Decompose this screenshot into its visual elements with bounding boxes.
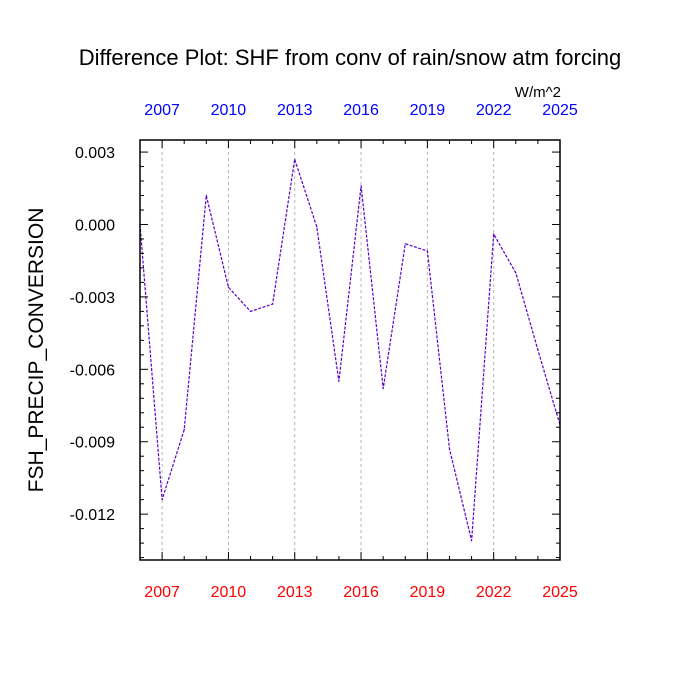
- y-tick-label: -0.003: [70, 290, 115, 307]
- x-tick-label-bottom: 2013: [277, 584, 313, 601]
- x-tick-label-bottom: 2019: [410, 584, 446, 601]
- data-point: [537, 349, 539, 351]
- data-point: [382, 388, 384, 390]
- data-point: [161, 499, 163, 501]
- data-point: [448, 448, 451, 450]
- y-tick-label: -0.006: [70, 362, 115, 379]
- x-tick-label-top: 2007: [144, 102, 180, 119]
- units-label: W/m^2: [515, 84, 561, 101]
- data-point: [272, 303, 274, 305]
- y-tick-label: 0.000: [75, 217, 115, 234]
- x-tick-label-top: 2025: [542, 102, 578, 119]
- chart-title: Difference Plot: SHF from conv of rain/s…: [79, 45, 621, 70]
- data-point: [426, 250, 428, 252]
- x-tick-label-top: 2013: [277, 102, 313, 119]
- tick-labels: 2007 2007 2010 2010 2013 2013 2016 2016 2019 2019…: [70, 102, 578, 601]
- y-tick-label: -0.009: [70, 435, 115, 452]
- data-point: [227, 286, 230, 288]
- x-tick-label-top: 2019: [410, 102, 446, 119]
- x-tick-label-bottom: 2025: [542, 584, 578, 601]
- y-tick-label: -0.012: [70, 507, 115, 524]
- x-tick-label-bottom: 2010: [211, 584, 247, 601]
- data-point: [493, 233, 495, 235]
- data-point: [183, 429, 185, 431]
- x-tick-label-bottom: 2016: [343, 584, 379, 601]
- x-tick-label-bottom: 2022: [476, 584, 512, 601]
- data-point: [205, 194, 207, 197]
- grid-lines: [161, 140, 495, 560]
- data-point: [515, 272, 517, 274]
- x-tick-label-top: 2010: [211, 102, 247, 119]
- y-axis-label: FSH_PRECIP_CONVERSION: [25, 208, 48, 493]
- data-point: [404, 243, 406, 245]
- x-tick-label-bottom: 2007: [144, 584, 180, 601]
- data-point: [470, 540, 473, 542]
- data-point: [249, 310, 252, 312]
- data-point: [316, 226, 318, 228]
- plot-frame: [139, 139, 561, 561]
- series-line: [139, 159, 561, 541]
- y-tick-label: 0.003: [75, 145, 115, 162]
- axis-ticks: [139, 140, 561, 560]
- x-tick-label-top: 2016: [343, 102, 379, 119]
- data-point: [360, 185, 362, 187]
- data-point: [338, 380, 340, 382]
- data-point: [294, 158, 296, 160]
- data-series: [139, 158, 561, 542]
- x-tick-label-top: 2022: [476, 102, 512, 119]
